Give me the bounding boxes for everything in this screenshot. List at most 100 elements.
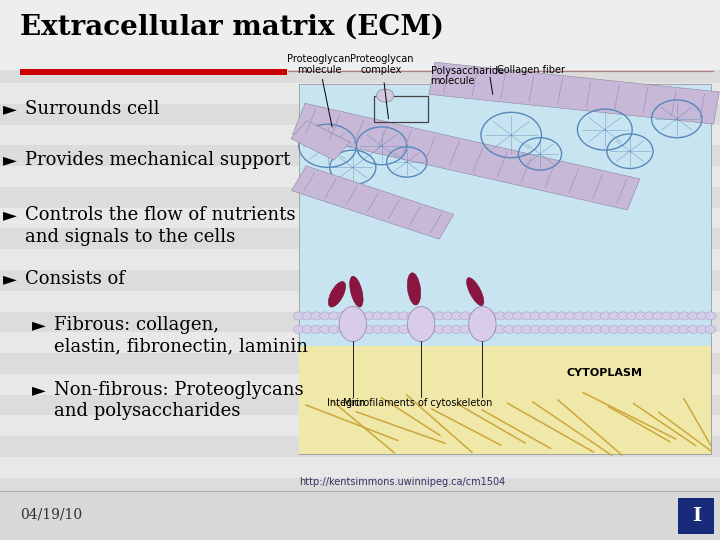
Circle shape: [705, 325, 716, 333]
Bar: [0, 145, 720, 166]
Circle shape: [408, 312, 418, 320]
Circle shape: [486, 325, 497, 333]
Circle shape: [495, 325, 505, 333]
Bar: [20, 69, 287, 75]
Ellipse shape: [339, 306, 366, 342]
Bar: [0, 187, 720, 208]
Circle shape: [425, 325, 436, 333]
Circle shape: [416, 325, 427, 333]
Circle shape: [390, 325, 400, 333]
Circle shape: [328, 325, 339, 333]
Bar: [0, 374, 720, 395]
Circle shape: [469, 312, 480, 320]
Circle shape: [346, 312, 357, 320]
Bar: [299, 346, 711, 454]
Circle shape: [696, 325, 707, 333]
Circle shape: [442, 325, 453, 333]
Circle shape: [635, 325, 646, 333]
Text: Polysaccharide
molecule: Polysaccharide molecule: [431, 65, 503, 86]
Circle shape: [433, 325, 444, 333]
Bar: [0, 62, 720, 83]
Text: CYTOPLASM: CYTOPLASM: [567, 368, 643, 377]
Bar: [0, 42, 720, 62]
Circle shape: [320, 325, 330, 333]
Circle shape: [355, 325, 366, 333]
Bar: [0, 0, 720, 21]
Circle shape: [355, 312, 366, 320]
Bar: [0, 291, 720, 312]
Circle shape: [381, 325, 392, 333]
Circle shape: [294, 325, 304, 333]
Circle shape: [600, 312, 611, 320]
Circle shape: [346, 325, 357, 333]
Circle shape: [591, 325, 602, 333]
Text: Consists of: Consists of: [25, 270, 125, 288]
Circle shape: [679, 312, 690, 320]
Circle shape: [390, 312, 400, 320]
Circle shape: [609, 325, 620, 333]
Bar: [0, 249, 720, 270]
Circle shape: [591, 312, 602, 320]
Bar: [0, 166, 720, 187]
Circle shape: [688, 312, 698, 320]
Text: Extracellular matrix (ECM): Extracellular matrix (ECM): [20, 14, 444, 40]
Text: Surrounds cell: Surrounds cell: [25, 100, 160, 118]
Circle shape: [670, 325, 681, 333]
Circle shape: [582, 312, 593, 320]
Circle shape: [372, 312, 383, 320]
Circle shape: [364, 312, 374, 320]
Ellipse shape: [328, 281, 346, 307]
Circle shape: [626, 312, 637, 320]
Bar: [0, 436, 720, 457]
Circle shape: [442, 312, 453, 320]
Circle shape: [451, 325, 462, 333]
Circle shape: [416, 312, 427, 320]
Circle shape: [477, 312, 488, 320]
Circle shape: [408, 325, 418, 333]
Circle shape: [451, 312, 462, 320]
Circle shape: [521, 325, 532, 333]
Bar: [0, 104, 720, 125]
Circle shape: [311, 325, 322, 333]
Text: Controls the flow of nutrients
and signals to the cells: Controls the flow of nutrients and signa…: [25, 206, 296, 246]
Circle shape: [302, 312, 313, 320]
Circle shape: [618, 325, 629, 333]
Polygon shape: [292, 166, 454, 239]
Text: Microfilaments of cytoskeleton: Microfilaments of cytoskeleton: [343, 398, 492, 408]
Text: Fibrous: collagen,
elastin, fibronectin, laminin: Fibrous: collagen, elastin, fibronectin,…: [54, 316, 308, 355]
Circle shape: [460, 312, 471, 320]
Circle shape: [635, 312, 646, 320]
Circle shape: [547, 312, 558, 320]
Circle shape: [679, 325, 690, 333]
Bar: [0, 491, 720, 540]
Circle shape: [337, 312, 348, 320]
Circle shape: [311, 312, 322, 320]
Bar: [0, 208, 720, 228]
Circle shape: [609, 312, 620, 320]
Circle shape: [644, 312, 654, 320]
Circle shape: [364, 325, 374, 333]
Circle shape: [320, 312, 330, 320]
Bar: [0, 457, 720, 478]
Circle shape: [530, 312, 541, 320]
Circle shape: [504, 312, 515, 320]
Text: ►: ►: [32, 381, 45, 399]
Text: http://kentsimmons.uwinnipeg.ca/cm1504: http://kentsimmons.uwinnipeg.ca/cm1504: [299, 477, 505, 487]
Ellipse shape: [350, 276, 363, 307]
Text: Provides mechanical support: Provides mechanical support: [25, 151, 291, 169]
Text: Integrin: Integrin: [327, 398, 364, 408]
Bar: [0, 332, 720, 353]
Circle shape: [337, 325, 348, 333]
Bar: [0, 270, 720, 291]
Circle shape: [477, 325, 488, 333]
Circle shape: [574, 325, 585, 333]
Circle shape: [565, 325, 576, 333]
Circle shape: [574, 312, 585, 320]
Bar: [299, 84, 711, 454]
Circle shape: [433, 312, 444, 320]
Ellipse shape: [467, 278, 484, 306]
Bar: [0, 312, 720, 332]
Circle shape: [521, 312, 532, 320]
Circle shape: [582, 325, 593, 333]
Circle shape: [381, 312, 392, 320]
